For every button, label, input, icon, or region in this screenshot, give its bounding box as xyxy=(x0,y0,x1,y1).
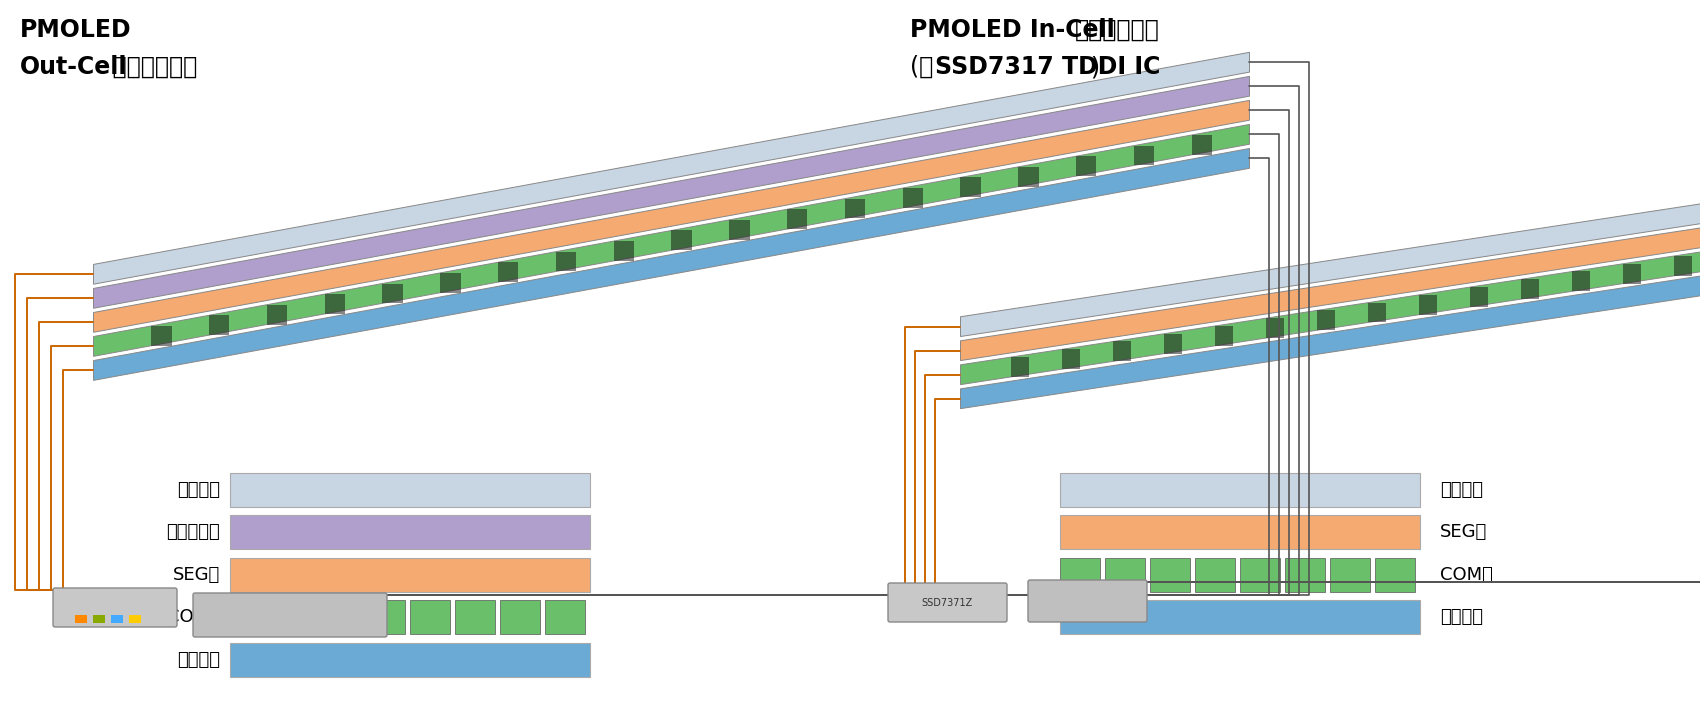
Polygon shape xyxy=(960,185,1700,361)
Text: SSD7317 TDDI IC: SSD7317 TDDI IC xyxy=(935,55,1161,79)
Polygon shape xyxy=(960,177,981,197)
Polygon shape xyxy=(614,241,634,261)
Bar xyxy=(230,600,270,634)
Polygon shape xyxy=(1368,303,1385,322)
Polygon shape xyxy=(382,284,403,303)
Polygon shape xyxy=(94,76,1250,308)
Bar xyxy=(230,643,590,677)
Text: 顶层玻璌: 顶层玻璌 xyxy=(1440,481,1482,499)
Text: PMOLED In-Cell: PMOLED In-Cell xyxy=(910,18,1115,42)
Bar xyxy=(1285,558,1324,592)
Polygon shape xyxy=(1134,146,1154,165)
Bar xyxy=(230,515,590,549)
FancyBboxPatch shape xyxy=(887,583,1006,622)
Polygon shape xyxy=(787,209,808,229)
Bar xyxy=(456,600,495,634)
Polygon shape xyxy=(325,294,345,314)
Polygon shape xyxy=(672,230,692,250)
Polygon shape xyxy=(209,315,230,335)
Text: 触控模组架构: 触控模组架构 xyxy=(105,55,197,79)
Bar xyxy=(129,615,141,623)
Polygon shape xyxy=(1318,310,1334,330)
Text: 触控模组架构: 触控模组架构 xyxy=(1074,18,1159,42)
Polygon shape xyxy=(1266,318,1284,338)
Polygon shape xyxy=(1012,357,1028,377)
Bar xyxy=(1105,558,1144,592)
Text: 底层玻璌: 底层玻璌 xyxy=(177,650,219,669)
Polygon shape xyxy=(267,305,287,325)
Bar xyxy=(500,600,539,634)
Text: SSD7371Z: SSD7371Z xyxy=(921,597,972,607)
Polygon shape xyxy=(1192,135,1212,155)
Text: COM层: COM层 xyxy=(167,608,219,626)
Text: 顶层玻璌: 顶层玻璌 xyxy=(177,481,219,499)
Bar xyxy=(1195,558,1234,592)
Bar xyxy=(1061,558,1100,592)
Polygon shape xyxy=(1114,341,1130,361)
Bar xyxy=(546,600,585,634)
Polygon shape xyxy=(1674,256,1692,276)
Polygon shape xyxy=(1624,264,1640,284)
Text: PMOLED: PMOLED xyxy=(20,18,131,42)
Text: COM层: COM层 xyxy=(1440,566,1493,584)
FancyBboxPatch shape xyxy=(194,593,388,637)
Polygon shape xyxy=(1420,295,1436,315)
Bar xyxy=(320,600,360,634)
Polygon shape xyxy=(1018,167,1039,187)
Bar xyxy=(1329,558,1370,592)
Bar xyxy=(230,473,590,507)
Bar xyxy=(1239,558,1280,592)
Polygon shape xyxy=(94,100,1250,332)
Polygon shape xyxy=(845,199,865,218)
Polygon shape xyxy=(94,52,1250,284)
Polygon shape xyxy=(1164,334,1181,354)
Text: SEG层: SEG层 xyxy=(1440,523,1488,542)
FancyBboxPatch shape xyxy=(53,588,177,627)
Polygon shape xyxy=(556,252,576,271)
Text: Out-Cell: Out-Cell xyxy=(20,55,128,79)
FancyBboxPatch shape xyxy=(1028,580,1148,622)
Bar xyxy=(75,615,87,623)
Bar xyxy=(230,558,590,592)
Polygon shape xyxy=(94,148,1250,380)
Bar xyxy=(1061,473,1420,507)
Polygon shape xyxy=(1470,287,1488,307)
Bar xyxy=(1375,558,1414,592)
Polygon shape xyxy=(94,124,1250,356)
Bar xyxy=(1061,600,1420,634)
Polygon shape xyxy=(1062,349,1080,369)
Polygon shape xyxy=(1572,271,1590,291)
Bar xyxy=(366,600,405,634)
Text: SEG层: SEG层 xyxy=(173,566,219,584)
Text: ): ) xyxy=(1090,55,1100,79)
Text: (具: (具 xyxy=(910,55,940,79)
Polygon shape xyxy=(729,220,750,240)
Bar xyxy=(1149,558,1190,592)
Bar xyxy=(275,600,314,634)
Polygon shape xyxy=(1522,279,1538,299)
Bar xyxy=(410,600,449,634)
Polygon shape xyxy=(1216,326,1232,346)
Polygon shape xyxy=(440,273,461,293)
Polygon shape xyxy=(498,262,518,282)
Polygon shape xyxy=(903,188,923,208)
Bar xyxy=(110,615,122,623)
Text: 底层玻璌: 底层玻璌 xyxy=(1440,608,1482,626)
Polygon shape xyxy=(151,326,172,346)
Polygon shape xyxy=(960,233,1700,409)
Bar xyxy=(94,615,105,623)
Text: 外部触摸层: 外部触摸层 xyxy=(167,523,219,542)
Polygon shape xyxy=(1076,156,1096,176)
Polygon shape xyxy=(960,161,1700,337)
Bar xyxy=(1061,515,1420,549)
Polygon shape xyxy=(960,209,1700,385)
